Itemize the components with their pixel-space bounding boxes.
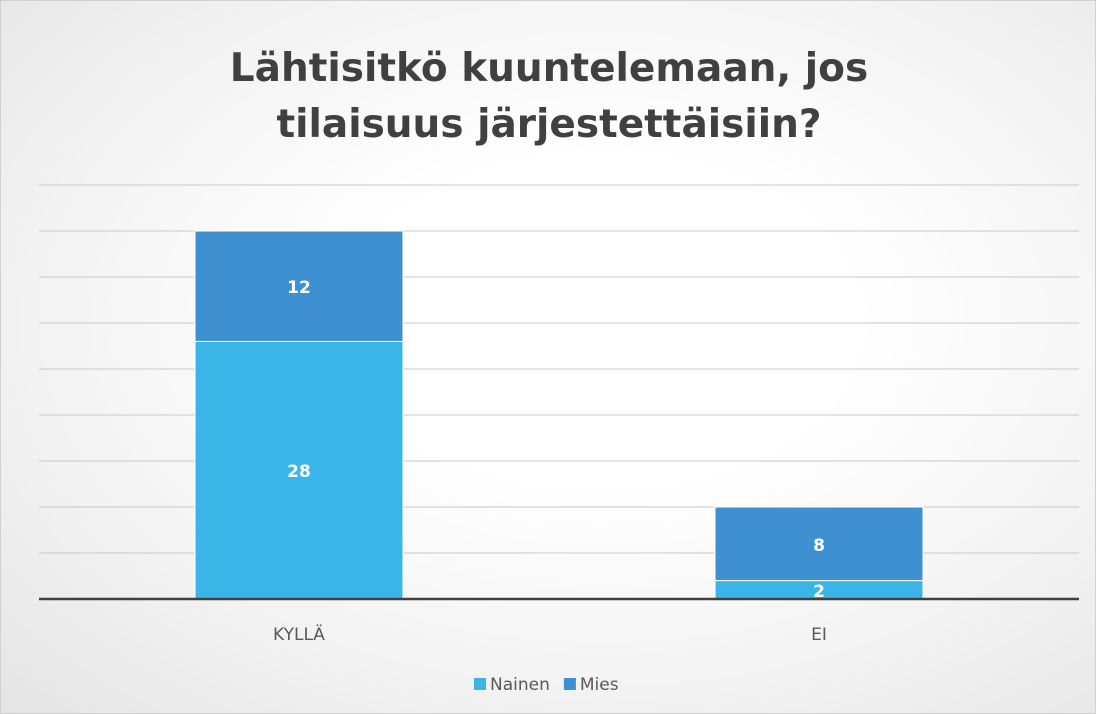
legend-label: Nainen — [490, 675, 550, 695]
bar-segment — [194, 230, 404, 342]
chart-title: Lähtisitkö kuuntelemaan, jos tilaisuus j… — [229, 46, 869, 147]
legend-swatch — [563, 678, 576, 690]
x-tick-label: EI — [811, 625, 827, 645]
bar-segment — [194, 340, 404, 600]
legend-swatch — [474, 678, 486, 690]
bar-segment — [714, 506, 924, 582]
data-label: 2 — [813, 582, 825, 602]
legend-label: Mies — [580, 675, 619, 695]
data-label: 12 — [287, 278, 311, 298]
data-label: 28 — [287, 462, 311, 482]
x-tick-label: KYLLÄ — [273, 624, 325, 645]
data-label: 8 — [813, 536, 825, 556]
